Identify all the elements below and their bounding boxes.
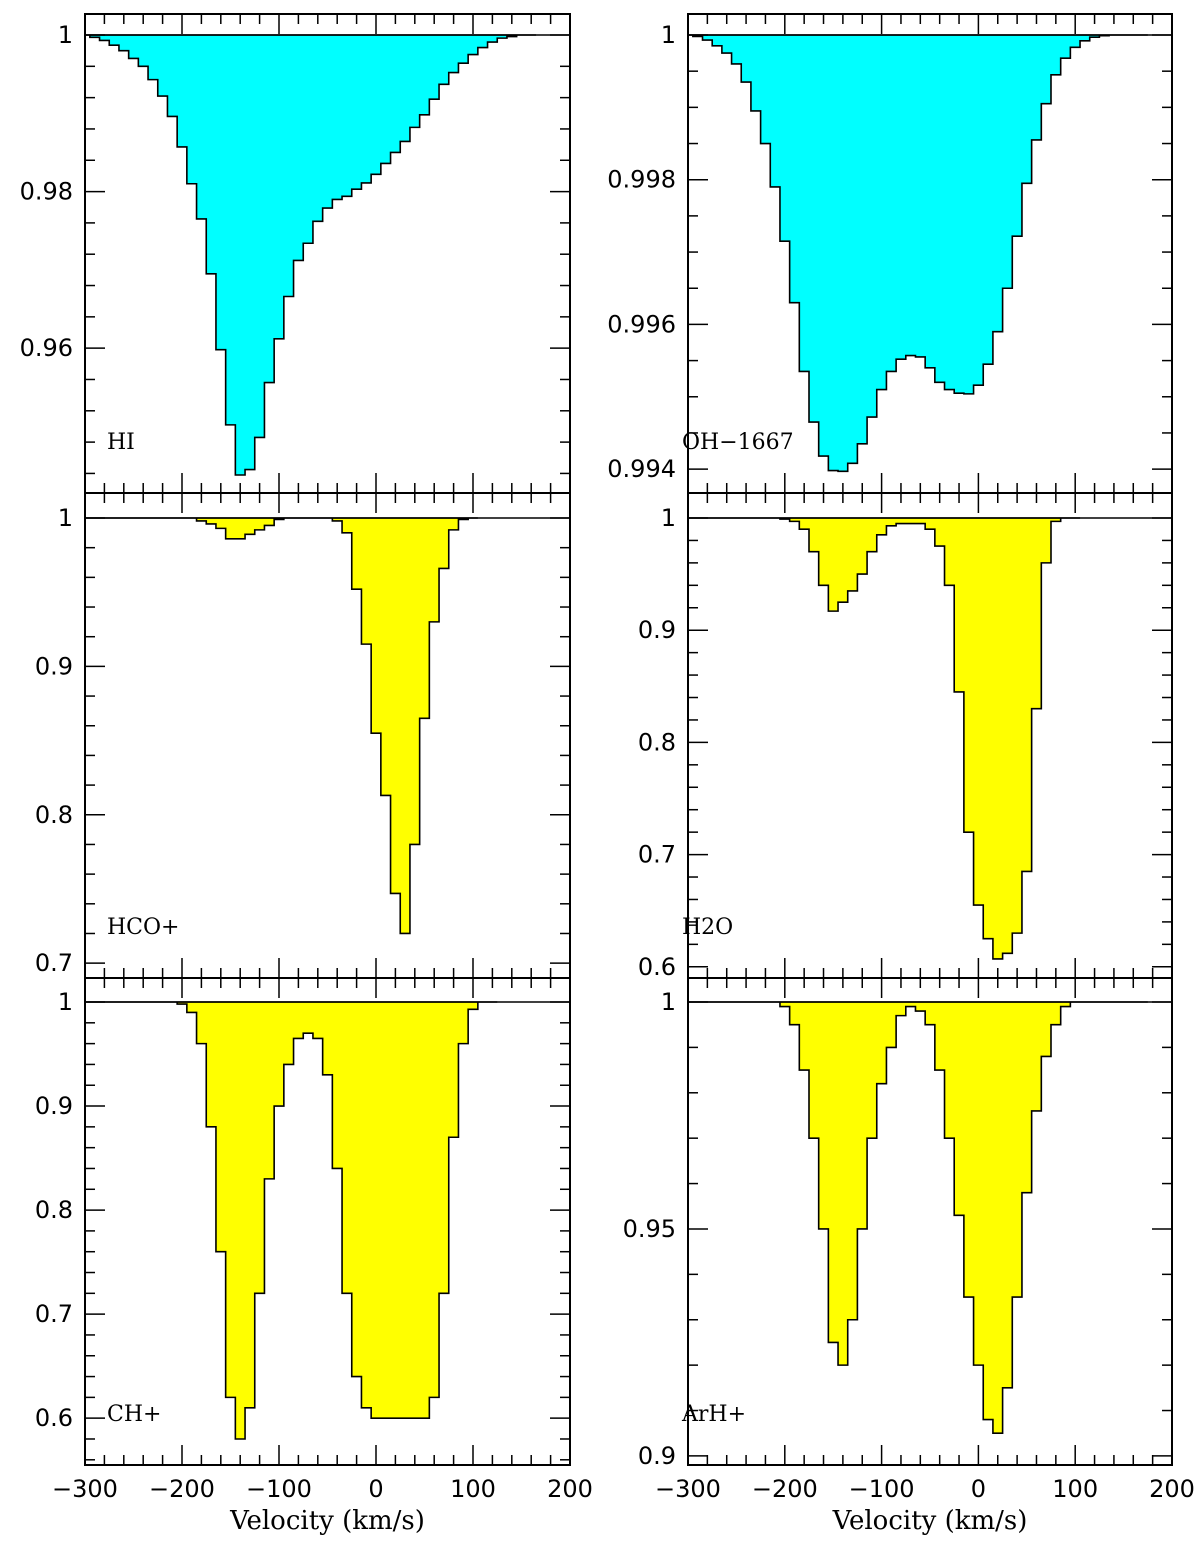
- y-tick-label: 0.9: [638, 1442, 676, 1470]
- species-label: OH−1667: [682, 430, 794, 455]
- y-tick-label: 0.8: [35, 1196, 73, 1224]
- panel-frame: [687, 492, 1173, 979]
- y-tick-label: 0.9: [638, 616, 676, 644]
- x-tick-label: −100: [246, 1475, 312, 1503]
- y-tick-label: 0.7: [35, 1300, 73, 1328]
- y-tick-label: 1: [58, 988, 73, 1016]
- species-label: CH+: [107, 1402, 161, 1427]
- y-tick-label: 0.996: [607, 310, 676, 338]
- panel-frame: [84, 977, 571, 1466]
- species-label: ArH+: [681, 1402, 746, 1427]
- y-tick-label: 0.9: [35, 652, 73, 680]
- panel-hi: 0.96 0.98 1 HI: [20, 13, 571, 494]
- x-tick-label: −100: [849, 1475, 915, 1503]
- x-tick-label: 0: [971, 1475, 986, 1503]
- x-tick-label: 100: [450, 1475, 496, 1503]
- species-label: H2O: [682, 915, 733, 940]
- x-tick-label: 100: [1052, 1475, 1098, 1503]
- panel-frame: [84, 492, 571, 979]
- y-tick-label: 0.95: [623, 1215, 676, 1243]
- x-tick-label: 0: [368, 1475, 383, 1503]
- y-tick-label: 1: [58, 21, 73, 49]
- panel-oh-1667: 0.994 0.996 0.998 1 OH−1667: [607, 13, 1173, 494]
- y-tick-label: 0.9: [35, 1092, 73, 1120]
- y-tick-label: 1: [661, 504, 676, 532]
- x-axis-title: Velocity (km/s): [832, 1506, 1028, 1536]
- y-tick-label: 0.7: [638, 841, 676, 869]
- spectrum-profile: [688, 34, 1148, 473]
- species-label: HCO+: [107, 915, 180, 940]
- x-tick-label: −200: [752, 1475, 818, 1503]
- y-tick-label: 0.998: [607, 166, 676, 194]
- y-tick-label: 1: [661, 21, 676, 49]
- panel-arh-: 0.9 0.95 1 −300 −200 −100 0 100 200 Velocity (km/…: [623, 977, 1195, 1536]
- y-tick-label: 0.96: [20, 334, 73, 362]
- y-tick-label: 0.6: [638, 953, 676, 981]
- x-tick-label: −200: [149, 1475, 215, 1503]
- panel-h2o: 0.6 0.7 0.8 0.9 1 H2O: [638, 492, 1173, 981]
- x-tick-label: 200: [1149, 1475, 1195, 1503]
- y-tick-label: 0.8: [35, 801, 73, 829]
- spectrum-profile: [85, 34, 537, 476]
- panel-ch-: 0.6 0.7 0.8 0.9 1 −300 −200 −100 0 100 200 Velocity…: [35, 977, 593, 1536]
- spectrum-profile: [688, 517, 1081, 960]
- y-tick-label: 0.6: [35, 1404, 73, 1432]
- spectrum-profile: [85, 1001, 498, 1440]
- x-tick-label: −300: [655, 1475, 721, 1503]
- x-axis-title: Velocity (km/s): [229, 1506, 425, 1536]
- y-tick-label: 0.7: [35, 949, 73, 977]
- x-tick-label: −300: [52, 1475, 118, 1503]
- spectrum-profile: [85, 517, 478, 935]
- species-label: HI: [107, 430, 135, 455]
- y-tick-label: 0.98: [20, 178, 73, 206]
- x-tick-label: 200: [547, 1475, 593, 1503]
- spectrum-profile: [688, 1001, 1148, 1435]
- panel-frame: [687, 977, 1173, 1466]
- y-tick-label: 0.8: [638, 728, 676, 756]
- y-tick-label: 1: [661, 988, 676, 1016]
- y-tick-label: 1: [58, 504, 73, 532]
- panel-hco-: 0.7 0.8 0.9 1 HCO+: [35, 492, 571, 979]
- y-tick-label: 0.994: [607, 455, 676, 483]
